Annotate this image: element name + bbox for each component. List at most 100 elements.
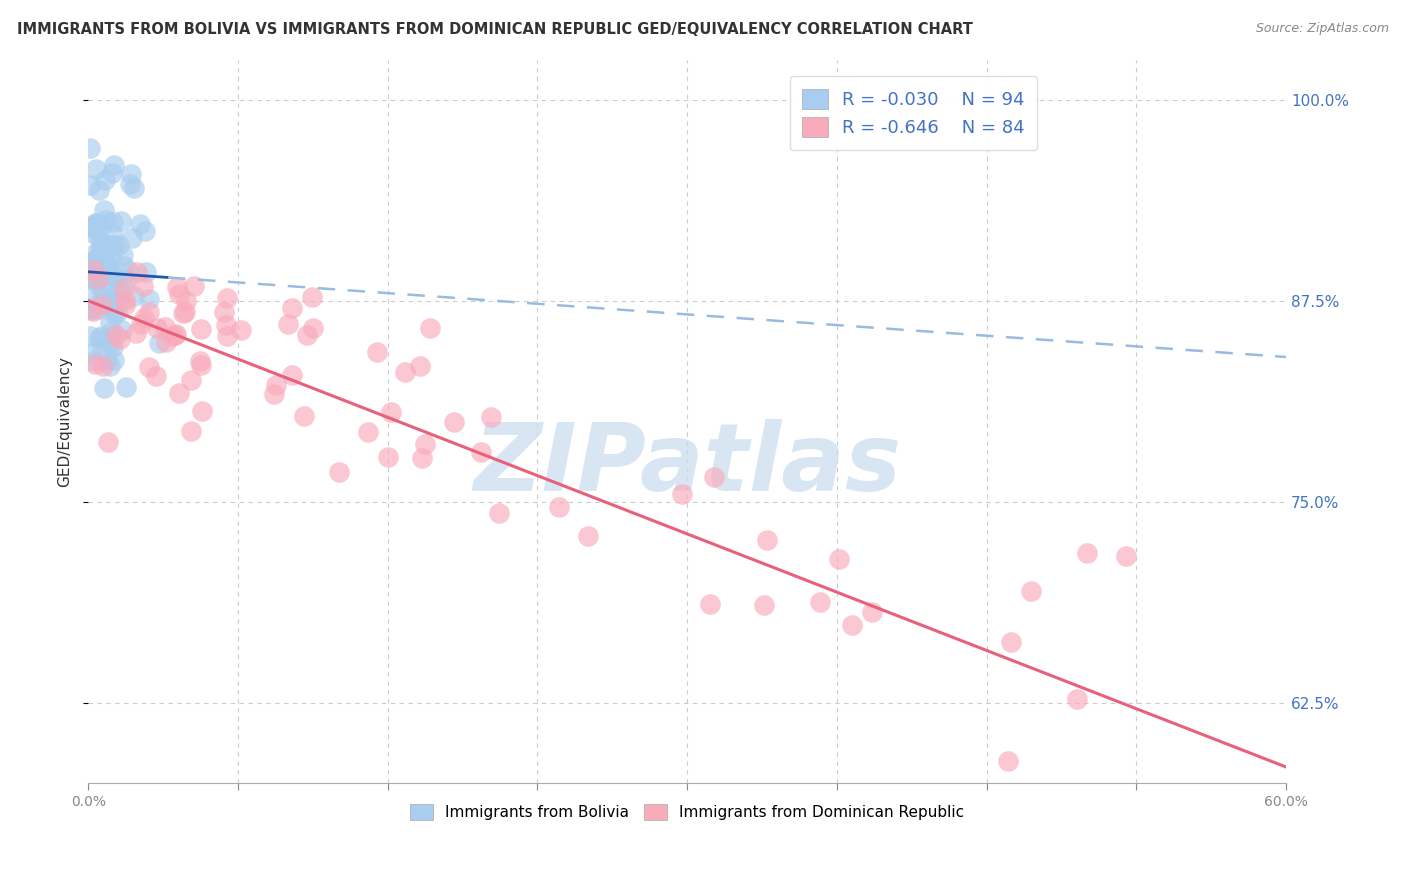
Point	[87, 272, 110, 286]
Point	[488, 506, 510, 520]
Point	[301, 290, 323, 304]
Legend: Immigrants from Bolivia, Immigrants from Dominican Republic: Immigrants from Bolivia, Immigrants from…	[404, 797, 970, 826]
Point	[86, 263, 108, 277]
Point	[89, 250, 111, 264]
Point	[90, 290, 112, 304]
Point	[101, 340, 124, 354]
Point	[101, 228, 124, 243]
Point	[180, 424, 202, 438]
Point	[138, 293, 160, 307]
Point	[752, 598, 775, 612]
Point	[548, 500, 571, 514]
Point	[103, 269, 125, 284]
Point	[172, 306, 194, 320]
Point	[82, 303, 104, 318]
Point	[470, 444, 492, 458]
Point	[79, 178, 101, 193]
Point	[281, 368, 304, 382]
Point	[87, 330, 110, 344]
Point	[79, 274, 101, 288]
Point	[138, 360, 160, 375]
Point	[808, 594, 831, 608]
Point	[134, 310, 156, 325]
Point	[155, 334, 177, 349]
Point	[1076, 546, 1098, 560]
Point	[90, 329, 112, 343]
Point	[84, 246, 107, 260]
Point	[82, 254, 104, 268]
Point	[103, 237, 125, 252]
Point	[105, 306, 128, 320]
Point	[125, 326, 148, 340]
Point	[87, 273, 110, 287]
Point	[101, 288, 124, 302]
Point	[103, 307, 125, 321]
Point	[229, 323, 252, 337]
Point	[86, 216, 108, 230]
Point	[97, 293, 120, 307]
Point	[83, 293, 105, 307]
Point	[79, 267, 101, 281]
Point	[94, 244, 117, 259]
Point	[84, 162, 107, 177]
Point	[415, 437, 437, 451]
Point	[79, 267, 101, 281]
Point	[79, 329, 101, 343]
Point	[104, 328, 127, 343]
Point	[79, 301, 101, 316]
Point	[108, 282, 131, 296]
Point	[82, 354, 104, 368]
Text: IMMIGRANTS FROM BOLIVIA VS IMMIGRANTS FROM DOMINICAN REPUBLIC GED/EQUIVALENCY CO: IMMIGRANTS FROM BOLIVIA VS IMMIGRANTS FR…	[17, 22, 973, 37]
Point	[212, 305, 235, 319]
Point	[100, 326, 122, 340]
Point	[104, 270, 127, 285]
Point	[94, 237, 117, 252]
Point	[96, 353, 118, 368]
Point	[93, 381, 115, 395]
Point	[134, 224, 156, 238]
Point	[394, 365, 416, 379]
Point	[138, 304, 160, 318]
Point	[83, 262, 105, 277]
Point	[83, 222, 105, 236]
Point	[97, 435, 120, 450]
Point	[180, 373, 202, 387]
Point	[215, 318, 238, 333]
Point	[111, 323, 134, 337]
Point	[97, 262, 120, 277]
Point	[86, 217, 108, 231]
Point	[108, 238, 131, 252]
Point	[860, 606, 883, 620]
Point	[169, 287, 191, 301]
Point	[84, 357, 107, 371]
Point	[86, 264, 108, 278]
Point	[101, 166, 124, 180]
Point	[112, 281, 135, 295]
Point	[1066, 692, 1088, 706]
Point	[90, 298, 112, 312]
Point	[100, 252, 122, 266]
Point	[103, 352, 125, 367]
Point	[87, 182, 110, 196]
Point	[122, 181, 145, 195]
Point	[94, 268, 117, 283]
Point	[671, 487, 693, 501]
Point	[292, 409, 315, 423]
Point	[89, 251, 111, 265]
Point	[87, 301, 110, 316]
Point	[79, 141, 101, 155]
Point	[117, 263, 139, 277]
Point	[166, 280, 188, 294]
Point	[122, 289, 145, 303]
Point	[100, 237, 122, 252]
Point	[111, 248, 134, 262]
Point	[841, 618, 863, 632]
Point	[190, 358, 212, 372]
Point	[93, 203, 115, 218]
Point	[101, 215, 124, 229]
Point	[191, 404, 214, 418]
Point	[83, 217, 105, 231]
Point	[217, 291, 239, 305]
Point	[277, 317, 299, 331]
Point	[129, 217, 152, 231]
